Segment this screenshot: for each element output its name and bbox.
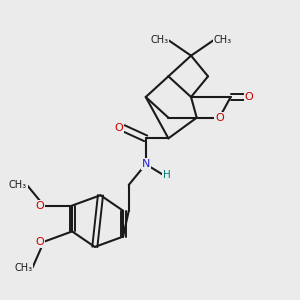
Text: O: O — [35, 201, 44, 211]
Text: CH₃: CH₃ — [150, 35, 168, 45]
Text: O: O — [215, 113, 224, 123]
Text: N: N — [142, 159, 150, 169]
Text: H: H — [163, 169, 170, 180]
Text: CH₃: CH₃ — [9, 180, 27, 190]
Text: CH₃: CH₃ — [14, 262, 32, 273]
Text: CH₃: CH₃ — [214, 35, 232, 45]
Text: O: O — [114, 123, 123, 133]
Text: O: O — [244, 92, 253, 102]
Text: O: O — [35, 237, 44, 247]
